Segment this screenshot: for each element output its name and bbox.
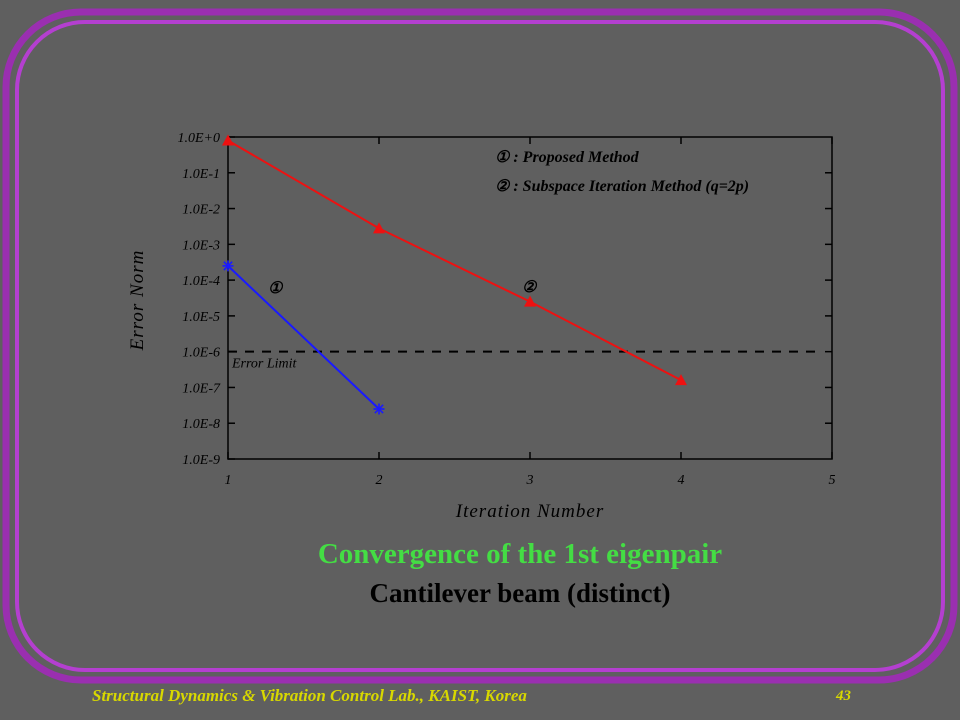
x-tick-label: 1 bbox=[225, 473, 232, 488]
y-tick-label: 1.0E-6 bbox=[182, 346, 220, 361]
series-2-point bbox=[675, 374, 687, 386]
series-1-point bbox=[222, 260, 234, 272]
series-2-line bbox=[227, 139, 682, 382]
y-tick-label: 1.0E-1 bbox=[182, 167, 220, 182]
series-2-point bbox=[373, 222, 385, 234]
y-tick-label: 1.0E-7 bbox=[182, 381, 221, 396]
y-tick-label: 1.0E-5 bbox=[182, 310, 220, 325]
y-tick-label: 1.0E-9 bbox=[182, 453, 220, 468]
y-tick-label: 1.0E-2 bbox=[182, 203, 220, 218]
frame-inner-border bbox=[15, 20, 945, 672]
error-limit-label: Error Limit bbox=[231, 357, 298, 372]
series-1-line bbox=[227, 265, 380, 410]
y-axis-title: Error Norm bbox=[127, 250, 148, 352]
legend-item-1: ① : Proposed Method bbox=[495, 149, 640, 166]
footer-page-number: 43 bbox=[836, 688, 851, 704]
series-1-point bbox=[373, 403, 385, 415]
series-2-point bbox=[222, 134, 234, 146]
y-tick-label: 1.0E-3 bbox=[182, 238, 220, 253]
y-tick-label: 1.0E-4 bbox=[182, 274, 220, 289]
series-layer bbox=[222, 134, 687, 415]
series-1-marker-label: ① bbox=[268, 280, 284, 297]
frame-outer-border bbox=[2, 8, 958, 684]
caption-subtitle: Cantilever beam (distinct) bbox=[369, 578, 671, 608]
x-tick-label: 2 bbox=[376, 473, 383, 488]
x-tick-label: 5 bbox=[829, 473, 836, 488]
footer-lab-name: Structural Dynamics & Vibration Control … bbox=[92, 686, 527, 705]
x-tick-label: 4 bbox=[678, 473, 685, 488]
y-tick-label: 1.0E+0 bbox=[178, 131, 221, 146]
caption-title: Convergence of the 1st eigenpair bbox=[317, 538, 723, 570]
x-tick-label: 3 bbox=[526, 473, 534, 488]
y-tick-label: 1.0E-8 bbox=[182, 417, 220, 432]
series-2-marker-label: ② bbox=[522, 279, 538, 296]
legend-item-2: ② : Subspace Iteration Method (q=2p) bbox=[495, 178, 749, 195]
ticks-layer: 1.0E+0 1.0E-1 1.0E-2 1.0E-3 1.0E-4 1.0E-5 1.0E… bbox=[178, 131, 836, 488]
x-axis-title: Iteration Number bbox=[455, 501, 604, 522]
series-2-point bbox=[524, 295, 536, 307]
